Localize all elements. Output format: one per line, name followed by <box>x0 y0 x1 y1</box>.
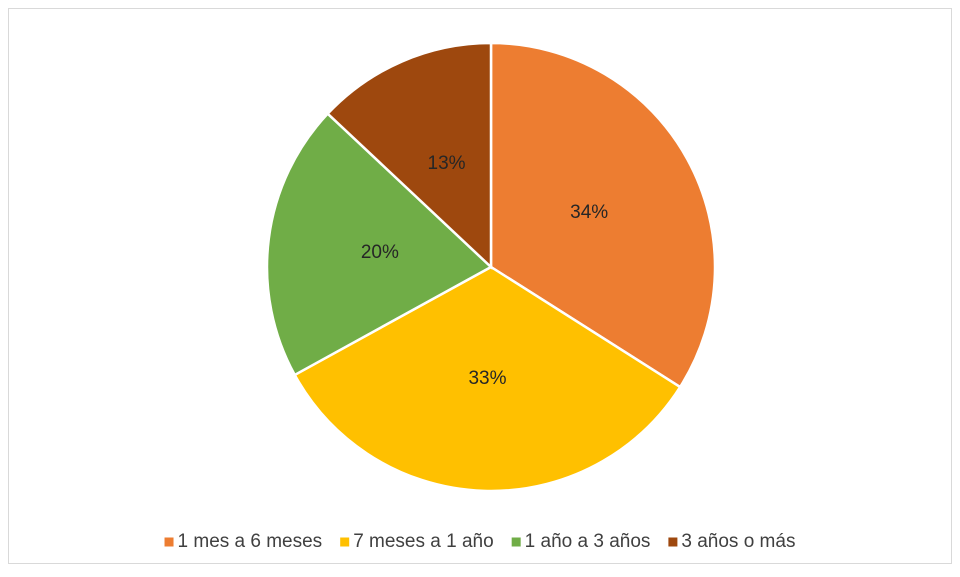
slice-label: 20% <box>361 242 399 263</box>
legend-swatch <box>668 537 678 547</box>
pie-slice <box>325 41 493 270</box>
legend-label: 1 mes a 6 meses <box>178 531 323 552</box>
legend-swatch <box>340 537 350 547</box>
slice-label: 13% <box>428 153 466 174</box>
slice-label: 33% <box>468 368 506 389</box>
legend-label: 7 meses a 1 año <box>353 531 493 552</box>
legend-label: 1 año a 3 años <box>525 531 651 552</box>
pie-slice <box>265 111 494 377</box>
legend-swatch <box>164 537 174 547</box>
legend-label: 3 años o más <box>681 531 795 552</box>
legend-swatch <box>511 537 521 547</box>
slice-label: 34% <box>570 202 608 223</box>
pie-slice <box>489 41 717 389</box>
